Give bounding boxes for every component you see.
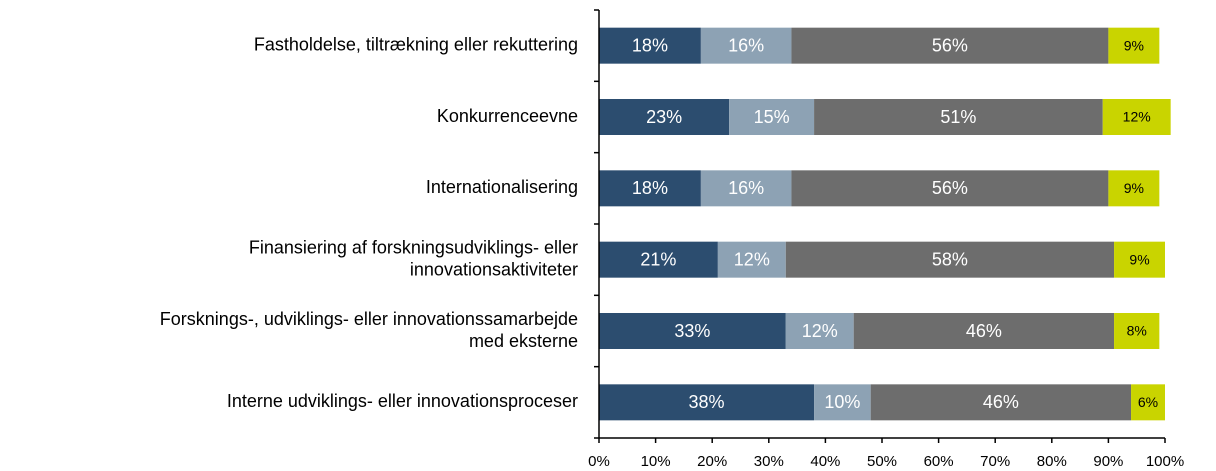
- category-label: Finansiering af forskningsudviklings- el…: [249, 237, 578, 279]
- value-label: 9%: [1124, 180, 1144, 196]
- value-label: 46%: [983, 392, 1019, 412]
- x-tick-label: 40%: [810, 453, 840, 470]
- value-label: 56%: [932, 178, 968, 198]
- value-label: 18%: [632, 35, 668, 55]
- bar-segment: [1114, 241, 1165, 278]
- x-tick-label: 80%: [1037, 453, 1067, 470]
- value-label: 23%: [646, 107, 682, 127]
- bar-segment: [599, 170, 701, 207]
- bar-segment: [599, 27, 701, 64]
- value-label: 46%: [966, 321, 1002, 341]
- bar-segment: [599, 241, 718, 278]
- x-tick-label: 70%: [980, 453, 1010, 470]
- x-tick-label: 20%: [697, 453, 727, 470]
- x-tick-label: 0%: [588, 453, 610, 470]
- category-label: Interne udviklings- eller innovationspro…: [227, 391, 578, 411]
- value-label: 12%: [734, 249, 770, 269]
- value-label: 12%: [1123, 109, 1151, 125]
- bar-segment: [1131, 384, 1165, 421]
- value-label: 9%: [1129, 251, 1149, 267]
- bar-segment: [814, 384, 871, 421]
- value-label: 33%: [674, 321, 710, 341]
- value-label: 16%: [728, 35, 764, 55]
- bar-segment: [1108, 27, 1160, 64]
- bar-segment: [814, 99, 1103, 135]
- bar-segment: [785, 241, 1115, 278]
- value-label: 18%: [632, 178, 668, 198]
- bar-segment: [791, 170, 1109, 207]
- bar-segment: [599, 313, 786, 349]
- value-label: 58%: [932, 249, 968, 269]
- value-label: 6%: [1138, 394, 1158, 410]
- x-tick-label: 100%: [1146, 453, 1184, 470]
- bar-segment: [1114, 313, 1160, 349]
- bar-segment: [870, 384, 1132, 421]
- x-tick-label: 30%: [754, 453, 784, 470]
- x-tick-label: 10%: [641, 453, 671, 470]
- value-label: 9%: [1124, 37, 1144, 53]
- value-label: 16%: [728, 178, 764, 198]
- bar-segment: [1108, 170, 1160, 207]
- bar-segment: [700, 27, 792, 64]
- bar-segment: [729, 99, 815, 135]
- bar-segment: [599, 384, 815, 421]
- bar-segment: [700, 170, 792, 207]
- category-label: Konkurrenceevne: [437, 106, 578, 126]
- bar-segment: [853, 313, 1115, 349]
- value-label: 15%: [754, 107, 790, 127]
- value-label: 12%: [802, 321, 838, 341]
- value-label: 51%: [940, 107, 976, 127]
- value-label: 21%: [640, 249, 676, 269]
- bar-segment: [717, 241, 786, 278]
- value-label: 8%: [1127, 323, 1147, 339]
- value-label: 56%: [932, 35, 968, 55]
- category-label: Internationalisering: [426, 177, 578, 197]
- bar-segment: [791, 27, 1109, 64]
- category-label: Forsknings-, udviklings- eller innovatio…: [160, 309, 578, 351]
- value-label: 38%: [689, 392, 725, 412]
- x-tick-label: 50%: [867, 453, 897, 470]
- x-tick-label: 90%: [1093, 453, 1123, 470]
- bar-segment: [1102, 99, 1171, 135]
- x-tick-label: 60%: [924, 453, 954, 470]
- bar-segment: [785, 313, 854, 349]
- category-label: Fastholdelse, tiltrækning eller rekutter…: [254, 34, 578, 54]
- value-label: 10%: [824, 392, 860, 412]
- bar-segment: [599, 99, 730, 135]
